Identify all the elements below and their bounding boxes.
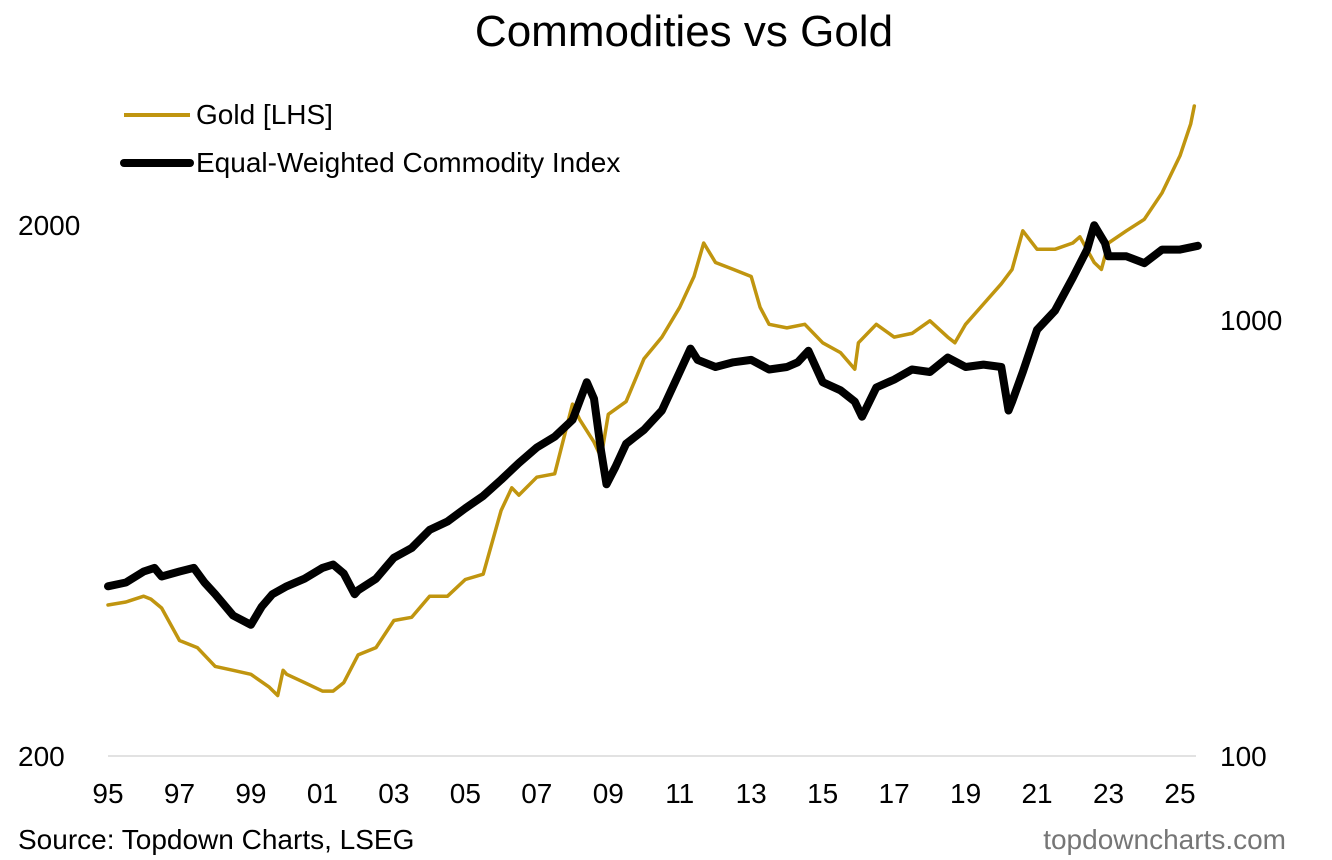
source-note: Source: Topdown Charts, LSEG: [18, 824, 414, 855]
x-tick-label: 15: [807, 778, 838, 809]
right-axis-tick-labels: 1000 100: [1220, 305, 1282, 772]
credit-note: topdowncharts.com: [1043, 824, 1286, 855]
x-tick-label: 03: [378, 778, 409, 809]
x-tick-label: 99: [235, 778, 266, 809]
legend-label-commodity: Equal-Weighted Commodity Index: [196, 147, 620, 178]
chart-title: Commodities vs Gold: [475, 7, 893, 56]
legend-label-gold: Gold [LHS]: [196, 99, 333, 130]
right-tick-label: 100: [1220, 741, 1267, 772]
x-tick-label: 05: [450, 778, 481, 809]
plot-area: [104, 104, 1202, 698]
right-tick-label: 1000: [1220, 305, 1282, 336]
x-tick-label: 09: [593, 778, 624, 809]
x-tick-label: 97: [164, 778, 195, 809]
x-tick-label: 11: [665, 778, 694, 809]
legend: Gold [LHS] Equal-Weighted Commodity Inde…: [120, 99, 620, 178]
x-tick-label: 01: [307, 778, 338, 809]
x-tick-label: 95: [92, 778, 123, 809]
series-line-commodity-index: [104, 221, 1202, 629]
left-axis-tick-labels: 2000 200: [18, 210, 80, 772]
left-tick-label: 2000: [18, 210, 80, 241]
x-tick-label: 23: [1093, 778, 1124, 809]
series-line-gold: [106, 104, 1197, 698]
x-tick-label: 25: [1164, 778, 1195, 809]
x-tick-label: 07: [521, 778, 552, 809]
x-tick-label: 17: [879, 778, 910, 809]
left-tick-label: 200: [18, 741, 65, 772]
x-tick-label: 19: [950, 778, 981, 809]
x-tick-label: 13: [736, 778, 767, 809]
x-tick-label: 21: [1021, 778, 1052, 809]
x-axis-tick-labels: 95 97 99 01 03 05 07 09 11 13 15 17 19 21 23 25: [92, 778, 1195, 809]
